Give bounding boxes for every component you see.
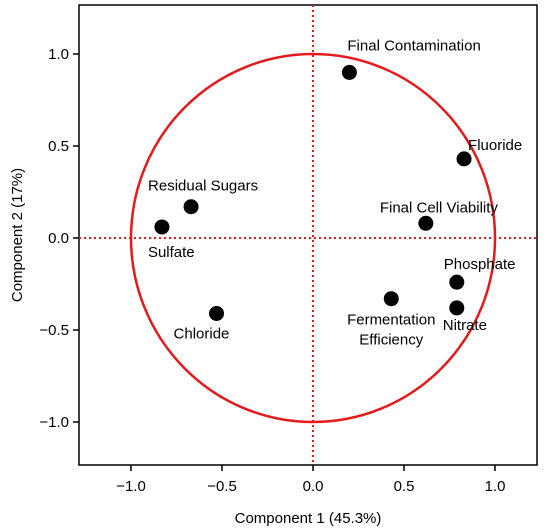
- data-point: [418, 215, 434, 231]
- y-tick-label: 1.0: [48, 46, 69, 63]
- x-axis-title: Component 1 (45.3%): [235, 510, 382, 527]
- data-point: [341, 64, 357, 80]
- point-label: Fluoride: [468, 137, 522, 154]
- point-label: Final Contamination: [347, 37, 480, 54]
- point-label: Final Cell Viability: [380, 199, 499, 216]
- reference-lines: [79, 5, 537, 465]
- x-tick-label: −1.0: [116, 478, 146, 495]
- point-label: Phosphate: [444, 256, 516, 273]
- y-tick-label: 0.5: [48, 138, 69, 155]
- point-label: Sulfate: [148, 244, 195, 261]
- x-tick-label: 0.5: [394, 478, 415, 495]
- point-label: Residual Sugars: [148, 178, 258, 195]
- y-tick-label: 0.0: [48, 230, 69, 247]
- data-points: [154, 64, 472, 321]
- x-tick-label: 0.0: [303, 478, 324, 495]
- x-axis-ticks: −1.0 −0.5 0.0 0.5 1.0: [116, 465, 505, 495]
- y-axis-ticks: 1.0 0.5 0.0 −0.5 −1.0: [39, 46, 79, 431]
- data-point: [183, 199, 199, 215]
- x-tick-label: 1.0: [485, 478, 506, 495]
- x-tick-label: −0.5: [207, 478, 237, 495]
- point-label: Nitrate: [443, 317, 487, 334]
- data-point: [449, 300, 465, 316]
- point-label: Chloride: [174, 325, 230, 342]
- y-axis-title: Component 2 (17%): [9, 168, 26, 302]
- y-tick-label: −0.5: [39, 322, 69, 339]
- data-point: [209, 305, 225, 321]
- data-point: [449, 274, 465, 290]
- point-label: Fermentation Efficiency: [347, 312, 435, 349]
- point-labels: Final Contamination Fluoride Final Cell Vi…: [148, 37, 522, 348]
- data-point: [154, 219, 170, 235]
- data-point: [456, 151, 472, 167]
- y-tick-label: −1.0: [39, 414, 69, 431]
- data-point: [383, 291, 399, 307]
- plot-frame: [78, 4, 538, 466]
